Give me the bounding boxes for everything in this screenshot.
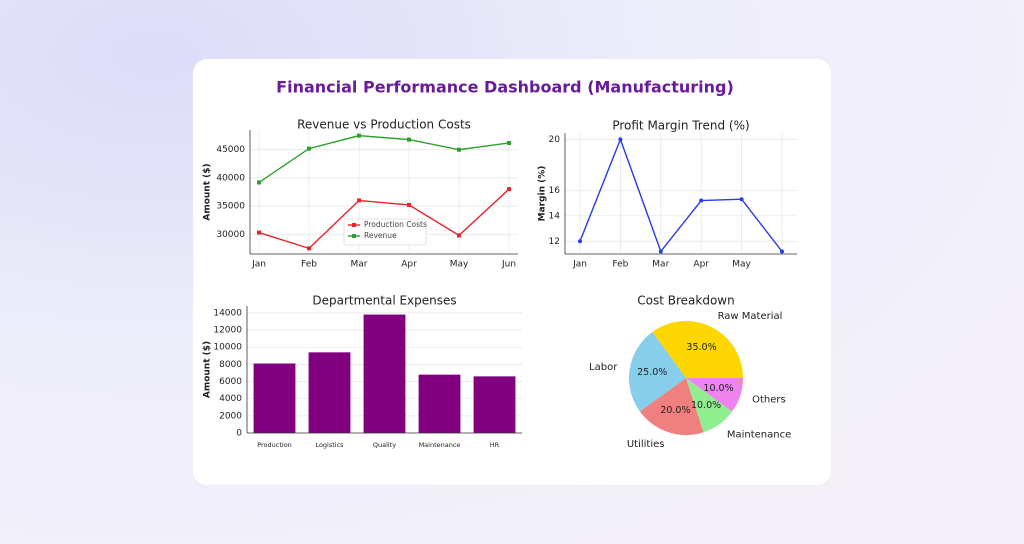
x-tick-label: Jan (572, 260, 587, 270)
chart-title: Profit Margin Trend (%) (612, 119, 749, 133)
point (507, 140, 511, 145)
y-tick-label: 30000 (216, 230, 245, 240)
pie-slice (629, 331, 686, 412)
legend-marker (352, 234, 356, 238)
point (507, 187, 511, 192)
chart-title: Revenue vs Production Costs (297, 118, 471, 132)
legend-label: Revenue (364, 231, 397, 240)
y-axis-label: Amount ($) (203, 341, 213, 398)
point (407, 137, 411, 142)
pie-slice (652, 320, 743, 378)
point (257, 180, 261, 185)
bar (473, 376, 516, 433)
y-tick-label: 8000 (219, 360, 242, 370)
pie-slice (686, 378, 733, 433)
point (357, 198, 361, 203)
y-tick-label: 14000 (213, 308, 242, 318)
series-line (258, 188, 510, 250)
chart-title: Cost Breakdown (637, 294, 734, 308)
point (780, 249, 784, 254)
y-tick-label: 45000 (216, 145, 245, 155)
x-tick-label: Mar (351, 260, 368, 270)
y-tick-label: 20 (549, 135, 561, 145)
point (457, 233, 461, 238)
y-tick-label: 0 (236, 429, 242, 439)
series-line (258, 134, 510, 183)
x-tick-label: Mar (652, 260, 669, 270)
x-tick-label: May (450, 260, 469, 270)
bar (308, 352, 351, 433)
point (739, 197, 744, 202)
bar (253, 363, 296, 433)
x-tick-label: Logistics (315, 441, 344, 449)
y-axis-label: Margin (%) (538, 166, 548, 222)
point (578, 239, 582, 244)
y-tick-label: 4000 (219, 394, 242, 404)
bar (418, 374, 461, 433)
bar (363, 314, 406, 433)
point (658, 249, 663, 254)
y-tick-label: 2000 (219, 411, 242, 421)
y-tick-label: 6000 (219, 377, 242, 387)
x-tick-label: HR (490, 441, 500, 449)
point (257, 230, 261, 235)
y-tick-label: 16 (549, 186, 561, 196)
point (699, 198, 704, 203)
slice-label: Utilities (627, 439, 665, 450)
y-tick-label: 35000 (216, 202, 245, 212)
x-tick-label: Production (257, 441, 292, 449)
point (307, 146, 311, 151)
point (618, 137, 623, 142)
slice-label: Raw Material (718, 311, 783, 322)
y-tick-label: 14 (549, 211, 561, 221)
point (407, 202, 411, 207)
point (457, 147, 461, 152)
chart-title: Departmental Expenses (312, 294, 456, 308)
slice-label: Maintenance (727, 429, 791, 440)
slice-value-label: 25.0% (637, 367, 667, 378)
y-tick-label: 12000 (213, 326, 242, 336)
y-tick-label: 12 (549, 237, 560, 247)
slice-value-label: 10.0% (691, 400, 721, 411)
slice-value-label: 10.0% (703, 383, 733, 394)
x-tick-label: May (732, 260, 751, 270)
x-tick-label: Feb (612, 260, 628, 270)
point (357, 133, 361, 138)
x-tick-label: Apr (693, 260, 709, 270)
x-tick-label: Jan (251, 260, 266, 270)
x-tick-label: Maintenance (419, 441, 461, 449)
y-tick-label: 10000 (213, 343, 242, 353)
legend-label: Production Costs (364, 220, 427, 229)
pie-slice (686, 378, 743, 412)
x-tick-label: Feb (301, 260, 317, 270)
y-tick-label: 40000 (216, 173, 245, 183)
pie-slice (639, 378, 704, 436)
legend (343, 218, 427, 246)
slice-label: Others (752, 394, 786, 405)
legend-marker (352, 223, 356, 227)
slice-value-label: 35.0% (686, 342, 716, 353)
x-tick-label: Quality (373, 441, 396, 449)
x-tick-label: Apr (401, 260, 417, 270)
series-line (579, 137, 783, 253)
dashboard-title: Financial Performance Dashboard (Manufac… (276, 78, 734, 97)
point (307, 246, 311, 251)
x-tick-label: Jun (501, 260, 516, 270)
y-axis-label: Amount ($) (203, 163, 213, 220)
slice-value-label: 20.0% (660, 405, 690, 416)
slice-label: Labor (589, 362, 618, 373)
